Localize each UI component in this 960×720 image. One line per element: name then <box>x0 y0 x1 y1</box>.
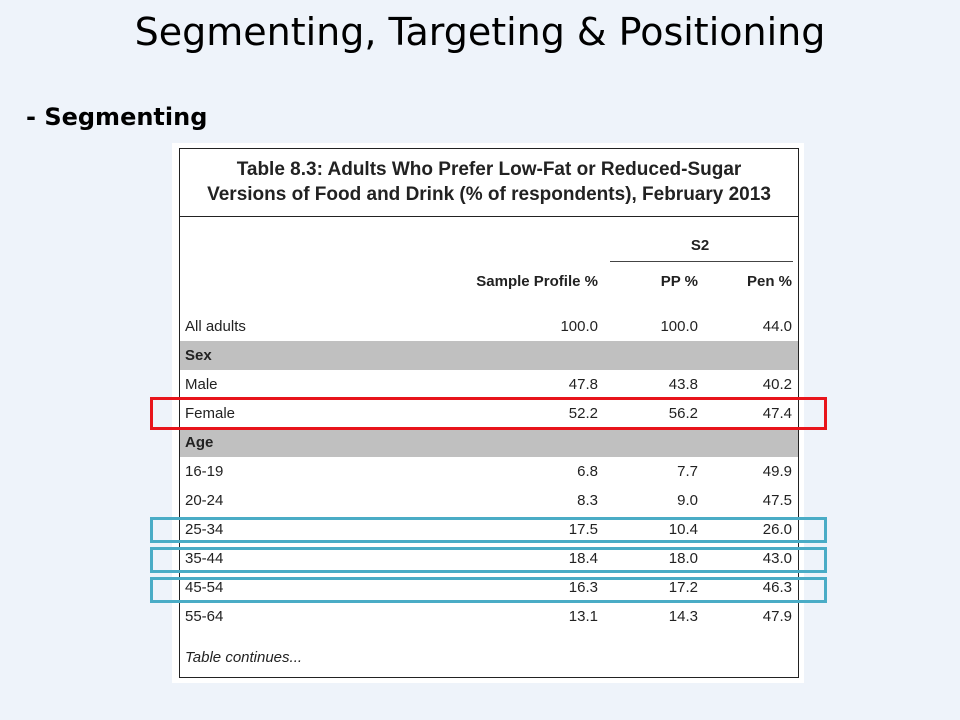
table-row-all-adults: All adults 100.0 100.0 44.0 <box>180 312 798 341</box>
group-header-rule <box>610 261 793 262</box>
table-row-16-19: 16-19 6.8 7.7 49.9 <box>180 457 798 486</box>
cell-sample-profile: 47.8 <box>568 376 598 393</box>
cell-pp: 100.0 <box>660 318 698 335</box>
cell-pp: 56.2 <box>668 405 698 422</box>
cell-pen: 43.0 <box>762 550 792 567</box>
cell-pen: 49.9 <box>762 463 792 480</box>
cell-sample-profile: 16.3 <box>568 579 598 596</box>
table-title: Table 8.3: Adults Who Prefer Low-Fat or … <box>180 149 798 217</box>
table-row-45-54: 45-54 16.3 17.2 46.3 <box>180 573 798 602</box>
col-header-pp: PP % <box>660 273 698 290</box>
table-row-55-64: 55-64 13.1 14.3 47.9 <box>180 602 798 631</box>
section-label: Sex <box>185 347 212 364</box>
highlight-box-45-54 <box>150 577 827 603</box>
row-label: Male <box>185 376 218 393</box>
cell-pen: 44.0 <box>762 318 792 335</box>
table-row-35-44: 35-44 18.4 18.0 43.0 <box>180 544 798 573</box>
cell-pp: 7.7 <box>677 463 698 480</box>
cell-sample-profile: 6.8 <box>577 463 598 480</box>
row-label: 55-64 <box>185 608 224 625</box>
table-section-age: Age <box>180 428 798 457</box>
cell-pp: 14.3 <box>668 608 698 625</box>
highlight-box-female <box>150 397 827 430</box>
row-label: Female <box>185 405 236 422</box>
cell-pen: 46.3 <box>762 579 792 596</box>
row-label: 35-44 <box>185 550 224 567</box>
slide-title: Segmenting, Targeting & Positioning <box>134 10 826 54</box>
row-label: 45-54 <box>185 579 224 596</box>
cell-sample-profile: 8.3 <box>577 492 598 509</box>
slide-subtitle: - Segmenting <box>26 103 208 131</box>
cell-sample-profile: 100.0 <box>560 318 598 335</box>
table-title-line2: Versions of Food and Drink (% of respond… <box>207 184 771 205</box>
table-row-25-34: 25-34 17.5 10.4 26.0 <box>180 515 798 544</box>
highlight-box-25-34 <box>150 517 827 543</box>
table-title-line1: Table 8.3: Adults Who Prefer Low-Fat or … <box>236 159 742 180</box>
table-continues-note: Table continues... <box>185 649 303 666</box>
cell-pp: 9.0 <box>677 492 698 509</box>
table-row-20-24: 20-24 8.3 9.0 47.5 <box>180 486 798 515</box>
cell-pp: 18.0 <box>668 550 698 567</box>
col-header-pen: Pen % <box>746 273 792 290</box>
section-label: Age <box>185 434 214 451</box>
cell-sample-profile: 13.1 <box>568 608 598 625</box>
cell-pen: 40.2 <box>762 376 792 393</box>
cell-pen: 47.4 <box>762 405 792 422</box>
row-label: All adults <box>185 318 246 335</box>
cell-pp: 10.4 <box>668 521 698 538</box>
cell-pen: 47.9 <box>762 608 792 625</box>
cell-pen: 26.0 <box>762 521 792 538</box>
col-header-sample-profile: Sample Profile % <box>476 273 598 290</box>
group-header-s2: S2 <box>690 237 710 254</box>
cell-sample-profile: 52.2 <box>568 405 598 422</box>
row-label: 25-34 <box>185 521 224 538</box>
cell-sample-profile: 18.4 <box>568 550 598 567</box>
cell-pp: 17.2 <box>668 579 698 596</box>
row-label: 20-24 <box>185 492 224 509</box>
table-section-sex: Sex <box>180 341 798 370</box>
row-label: 16-19 <box>185 463 224 480</box>
cell-sample-profile: 17.5 <box>568 521 598 538</box>
cell-pp: 43.8 <box>668 376 698 393</box>
cell-pen: 47.5 <box>762 492 792 509</box>
table-row-male: Male 47.8 43.8 40.2 <box>180 370 798 399</box>
table-row-female: Female 52.2 56.2 47.4 <box>180 399 798 428</box>
data-table: Table 8.3: Adults Who Prefer Low-Fat or … <box>179 148 799 678</box>
highlight-box-35-44 <box>150 547 827 573</box>
